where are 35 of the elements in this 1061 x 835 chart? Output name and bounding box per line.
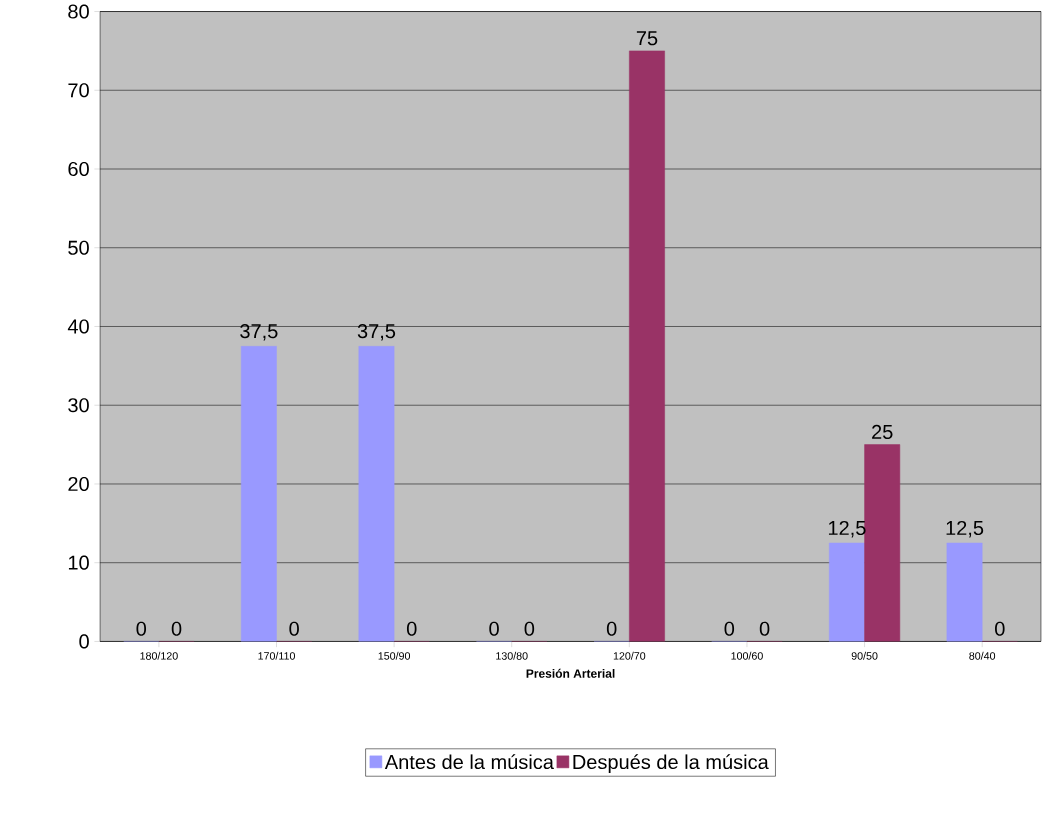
data-label: 37,5: [240, 324, 278, 341]
x-tick-label: 90/50: [851, 651, 878, 660]
data-label: 0: [606, 621, 617, 636]
x-tick-label: 130/80: [496, 651, 528, 660]
y-tick-label: 10: [68, 555, 89, 570]
data-label: 0: [524, 621, 535, 636]
y-tick-label: 40: [67, 319, 89, 334]
legend-label: Después de la música: [573, 754, 769, 774]
y-tick-label: 70: [68, 83, 89, 98]
data-label: 25: [872, 424, 893, 440]
data-label: 12,5: [946, 520, 984, 538]
x-axis-title: Presión Arterial: [526, 668, 615, 678]
x-tick-label: 120/70: [613, 651, 646, 660]
data-label: 0: [289, 621, 299, 636]
legend-label: Antes de la música: [384, 754, 554, 770]
data-label: 0: [171, 621, 182, 636]
x-tick-label: 150/90: [378, 651, 411, 660]
data-label: 0: [995, 621, 1005, 636]
y-tick-label: 20: [68, 476, 89, 492]
x-tick-label: 80/40: [969, 651, 996, 660]
y-tick-label: 60: [68, 161, 89, 177]
y-tick-label: 50: [68, 240, 89, 255]
x-tick-label: 100/60: [731, 651, 763, 660]
x-tick-label: 180/120: [140, 651, 178, 660]
data-label: 0: [406, 621, 417, 636]
data-label: 37,5: [357, 324, 396, 341]
data-label: 0: [489, 621, 499, 636]
x-tick-label: 170/110: [258, 651, 295, 660]
data-label: 0: [759, 621, 770, 636]
data-label: 0: [724, 621, 735, 636]
data-label: 75: [636, 31, 658, 46]
y-tick-label: 80: [68, 4, 89, 19]
y-tick-label: 30: [68, 398, 89, 413]
y-tick-label: 0: [79, 634, 89, 649]
data-label: 0: [136, 621, 147, 636]
